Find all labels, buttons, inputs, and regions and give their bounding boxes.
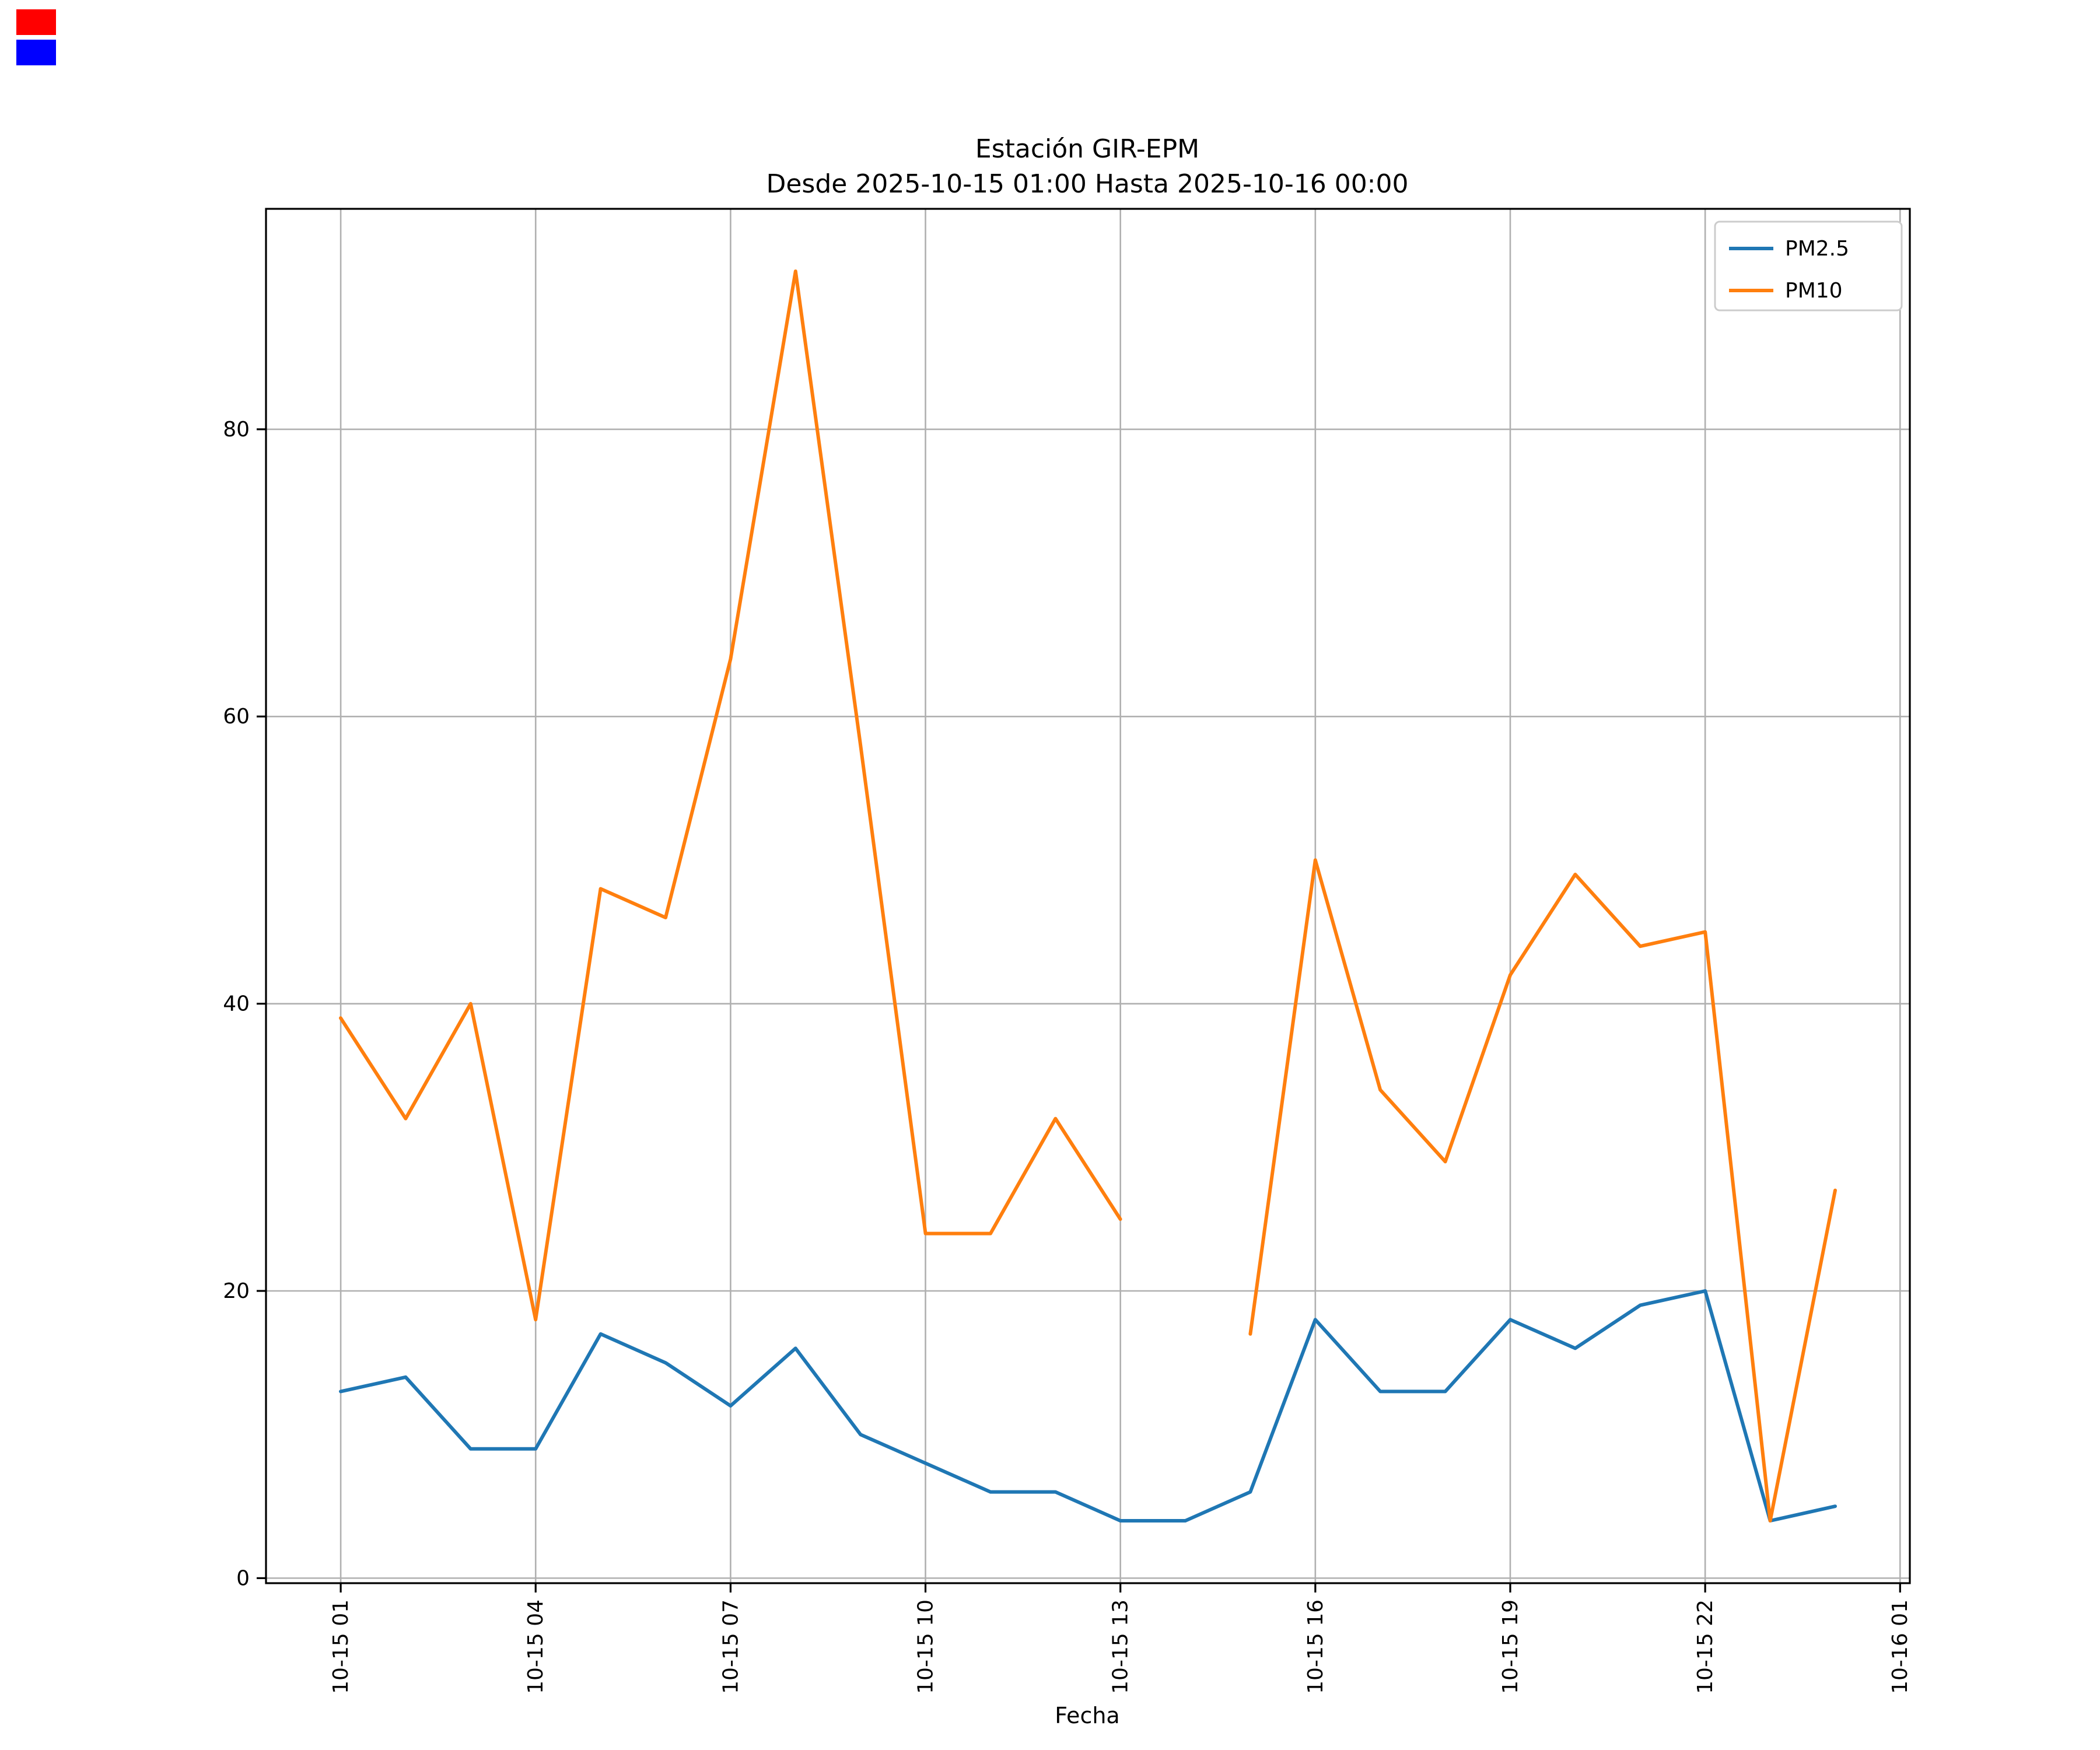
data-series (339, 270, 1837, 1522)
pm10-line (339, 270, 1837, 1522)
x-tick-label: 10-15 01 (329, 1600, 353, 1694)
legend-label-pm25: PM2.5 (1785, 237, 1849, 261)
axis-ticks: 10-15 01 10-15 04 10-15 07 10-15 10 10-15 13… (223, 418, 1912, 1694)
x-tick-label: 10-15 22 (1693, 1600, 1717, 1694)
x-tick-label: 10-15 07 (719, 1600, 743, 1694)
y-tick-label: 20 (223, 1279, 250, 1303)
x-tick-label: 10-16 01 (1888, 1600, 1912, 1694)
chart-title: Estación GIR-EPM (975, 134, 1199, 164)
y-tick-label: 60 (223, 705, 250, 729)
x-tick-label: 10-15 16 (1304, 1600, 1328, 1694)
legend-box (1714, 220, 1903, 312)
x-tick-label: 10-15 10 (914, 1600, 938, 1694)
x-tick-label: 10-15 19 (1499, 1600, 1522, 1694)
x-tick-label: 10-15 13 (1109, 1600, 1133, 1694)
chart-subtitle: Desde 2025-10-15 01:00 Hasta 2025-10-16 … (766, 169, 1408, 199)
legend-label-pm10: PM10 (1785, 279, 1843, 303)
legend: PM2.5 PM10 (1714, 220, 1903, 312)
corner-marker-red (16, 9, 56, 35)
axes-frame (265, 208, 1911, 1584)
pm25-line (339, 1289, 1837, 1522)
y-tick-label: 80 (223, 418, 250, 442)
x-tick-label: 10-15 04 (524, 1600, 548, 1694)
x-axis-label: Fecha (1055, 1703, 1119, 1728)
corner-marker-blue (16, 40, 56, 65)
y-tick-label: 40 (223, 992, 250, 1016)
grid-lines (266, 209, 1910, 1583)
y-tick-label: 0 (236, 1566, 250, 1590)
